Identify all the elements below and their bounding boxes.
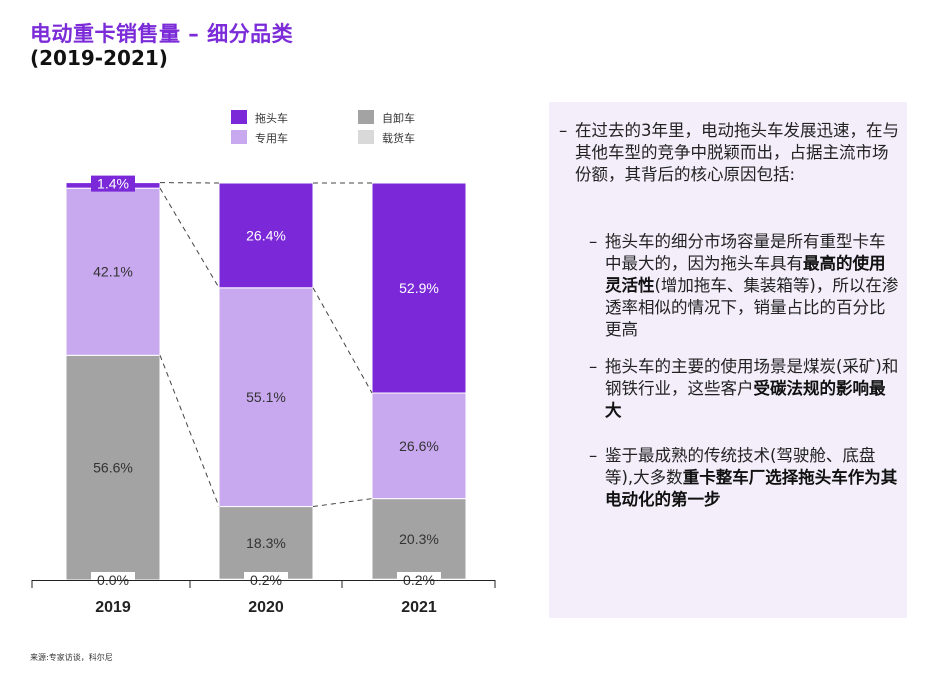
- legend-label-special: 专用车: [255, 132, 288, 145]
- legend-label-tractor: 拖头车: [255, 112, 288, 125]
- data-label-special-2020: 55.1%: [246, 389, 286, 405]
- bar-dump-2019: [65, 354, 161, 581]
- point-2-text: 拖头车的主要的使用场景是煤炭(采矿)和钢铁行业，这些客户: [605, 357, 899, 398]
- data-label-tractor-2020: 26.4%: [246, 227, 286, 243]
- bar-tractor-2021: [371, 182, 467, 394]
- commentary-point-2: – 拖头车的主要的使用场景是煤炭(采矿)和钢铁行业，这些客户受碳法规的影响最大: [589, 356, 901, 422]
- point-2-emphasis: 受碳法规的影响最大: [605, 379, 886, 420]
- dash-bullet-icon: –: [589, 232, 598, 251]
- legend-label-dump: 自卸车: [382, 112, 415, 125]
- data-label-tractor-2019: 1.4%: [97, 176, 129, 192]
- chart-subtitle: (2019-2021): [30, 46, 168, 70]
- commentary-point-1: – 拖头车的细分市场容量是所有重型卡车中最大的，因为拖头车具有最高的使用灵活性(…: [589, 231, 901, 341]
- connector-dump-0: [159, 355, 220, 507]
- legend-swatch-tractor: [231, 110, 247, 124]
- data-label-special-2019: 42.1%: [93, 264, 133, 280]
- x-tick-label-2020: 2020: [248, 599, 284, 616]
- data-label-dump-2021: 20.3%: [399, 531, 439, 547]
- connector-special-0: [159, 187, 220, 289]
- x-tick-label-2021: 2021: [401, 599, 437, 616]
- bar-dump-2020: [218, 506, 314, 580]
- bar-dump-2021: [371, 498, 467, 580]
- chart-title: 电动重卡销售量 – 细分品类: [30, 22, 294, 46]
- legend-swatch-dump: [358, 110, 374, 124]
- stacked-bar-chart: 0.0%56.6%42.1%1.4%20190.2%18.3%55.1%26.4…: [31, 175, 496, 616]
- data-label-special-2021: 26.6%: [399, 438, 439, 454]
- commentary-intro-text: 在过去的3年里，电动拖头车发展迅速，在与其他车型的竞争中脱颖而出，占据主流市场份…: [575, 121, 899, 184]
- commentary-intro: – 在过去的3年里，电动拖头车发展迅速，在与其他车型的竞争中脱颖而出，占据主流市…: [559, 120, 899, 186]
- point-1-text-end: (增加拖车、集装箱等)，所以在渗透率相似的情况下，销量占比的百分比更高: [605, 276, 899, 339]
- point-3-text: 鉴于最成熟的传统技术(驾驶舱、底盘等),大多数: [605, 446, 876, 487]
- point-3-emphasis: 重卡整车厂选择拖头车作为其电动化的第一步: [605, 468, 898, 509]
- bar-tractor-2020: [218, 182, 314, 289]
- source-note: 来源:专家访谈，科尔尼: [30, 653, 113, 662]
- data-label-dump-2020: 18.3%: [246, 535, 286, 551]
- commentary-panel: [549, 102, 907, 618]
- data-label-tractor-2021: 52.9%: [399, 280, 439, 296]
- connector-dump-1: [312, 498, 373, 508]
- commentary-point-3: – 鉴于最成熟的传统技术(驾驶舱、底盘等),大多数重卡整车厂选择拖头车作为其电动…: [589, 445, 901, 511]
- bar-special-2020: [218, 287, 314, 508]
- legend-label-cargo: 载货车: [382, 132, 415, 145]
- connector-special-1: [312, 287, 373, 394]
- dash-bullet-icon: –: [559, 121, 568, 140]
- data-label-bg-tractor-2019: [91, 175, 135, 192]
- dash-bullet-icon: –: [589, 446, 598, 465]
- data-label-dump-2019: 56.6%: [93, 460, 133, 476]
- bar-special-2019: [65, 187, 161, 356]
- dash-bullet-icon: –: [589, 357, 598, 376]
- bar-special-2021: [371, 392, 467, 500]
- legend-swatch-cargo: [358, 130, 374, 144]
- legend-swatch-special: [231, 130, 247, 144]
- point-1-text: 拖头车的细分市场容量是所有重型卡车中最大的，因为拖头车具有: [605, 232, 886, 273]
- point-1-emphasis: 最高的使用灵活性: [605, 254, 886, 295]
- x-tick-label-2019: 2019: [95, 599, 131, 616]
